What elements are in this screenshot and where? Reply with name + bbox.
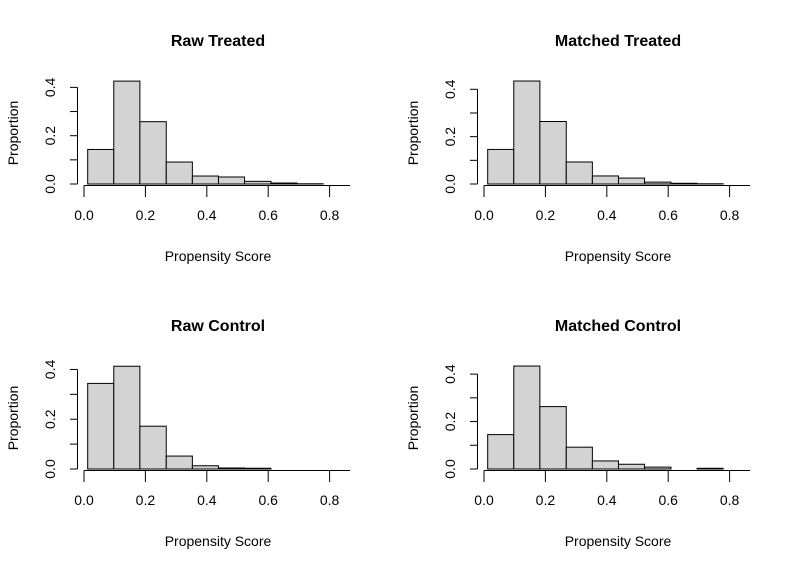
histogram-bar [488, 435, 514, 469]
histogram-bar [592, 461, 618, 469]
y-axis-label: Proportion [405, 101, 421, 166]
chart-title: Matched Control [555, 318, 681, 335]
x-tick-label: 0.8 [720, 207, 740, 223]
histogram-bar [192, 176, 218, 184]
y-tick-label: 0.2 [442, 127, 458, 147]
x-tick-label: 0.8 [720, 492, 740, 508]
y-tick-label: 0.0 [42, 459, 58, 479]
x-tick-label: 0.6 [258, 492, 278, 508]
y-tick-label: 0.2 [42, 409, 58, 429]
histogram-bar [671, 183, 697, 184]
x-tick-label: 0.2 [136, 207, 156, 223]
x-tick-label: 0.0 [474, 492, 494, 508]
y-tick-label: 0.0 [442, 459, 458, 479]
x-tick-label: 0.2 [136, 492, 156, 508]
histogram-panel: Matched Control 0.0 0.2 0.4 0.6 0.8 Propensity… [405, 318, 750, 549]
histogram-bar [166, 456, 192, 469]
x-tick-label: 0.4 [197, 492, 217, 508]
y-tick-label: 0.4 [42, 77, 58, 97]
histogram-bar [88, 383, 114, 469]
x-tick-label: 0.4 [197, 207, 217, 223]
histogram-bar [88, 149, 114, 184]
y-tick-label: 0.2 [42, 126, 58, 146]
histogram-bar [114, 366, 140, 469]
x-tick-label: 0.8 [320, 207, 340, 223]
histogram-panel: Raw Treated 0.0 0.2 0.4 0.6 0.8 Propensity Sco… [5, 33, 350, 264]
histogram-bar [140, 426, 166, 469]
histogram-bar [645, 467, 671, 469]
histogram-bar [218, 468, 244, 469]
histogram-bar [618, 178, 644, 184]
x-axis-label: Propensity Score [565, 248, 672, 264]
histogram-bar [514, 366, 540, 469]
x-tick-label: 0.2 [536, 207, 556, 223]
x-tick-label: 0.4 [597, 492, 617, 508]
histogram-panel: Matched Treated 0.0 0.2 0.4 0.6 0.8 Propensity… [405, 33, 750, 264]
histogram-bar [166, 162, 192, 184]
histogram-bar [114, 81, 140, 184]
x-tick-label: 0.6 [658, 207, 678, 223]
x-axis-label: Propensity Score [165, 533, 272, 549]
x-tick-label: 0.4 [597, 207, 617, 223]
histogram-bar [488, 149, 514, 184]
chart-title: Raw Treated [171, 33, 265, 50]
x-axis-label: Propensity Score [165, 248, 272, 264]
x-axis-label: Propensity Score [565, 533, 672, 549]
histogram-bar [697, 468, 723, 469]
x-tick-label: 0.6 [658, 492, 678, 508]
histogram-bar [566, 162, 592, 184]
y-tick-label: 0.2 [442, 412, 458, 432]
histogram-bar [218, 177, 244, 184]
chart-title: Raw Control [171, 318, 265, 335]
y-axis-label: Proportion [5, 101, 21, 166]
histogram-bar [618, 464, 644, 469]
histogram-bar [245, 468, 271, 469]
chart-title: Matched Treated [555, 33, 681, 50]
y-tick-label: 0.4 [442, 79, 458, 99]
histogram-bar [271, 183, 297, 184]
y-tick-label: 0.4 [42, 360, 58, 380]
histogram-bar [645, 182, 671, 184]
x-tick-label: 0.0 [474, 207, 494, 223]
histogram-bar [566, 447, 592, 469]
histogram-bar [192, 466, 218, 469]
y-axis-label: Proportion [405, 386, 421, 451]
y-tick-label: 0.0 [442, 174, 458, 194]
histogram-bar [592, 176, 618, 184]
histogram-panel: Raw Control 0.0 0.2 0.4 0.6 0.8 Propensity Sco… [5, 318, 350, 549]
x-tick-label: 0.0 [74, 492, 94, 508]
x-tick-label: 0.6 [258, 207, 278, 223]
histogram-bar [245, 181, 271, 184]
histogram-bar [540, 407, 566, 469]
y-tick-label: 0.0 [42, 174, 58, 194]
histogram-bar [514, 81, 540, 184]
y-axis-label: Proportion [5, 386, 21, 451]
histogram-bar [140, 122, 166, 184]
x-tick-label: 0.8 [320, 492, 340, 508]
x-tick-label: 0.2 [536, 492, 556, 508]
histogram-bar [540, 122, 566, 184]
y-tick-label: 0.4 [442, 364, 458, 384]
x-tick-label: 0.0 [74, 207, 94, 223]
